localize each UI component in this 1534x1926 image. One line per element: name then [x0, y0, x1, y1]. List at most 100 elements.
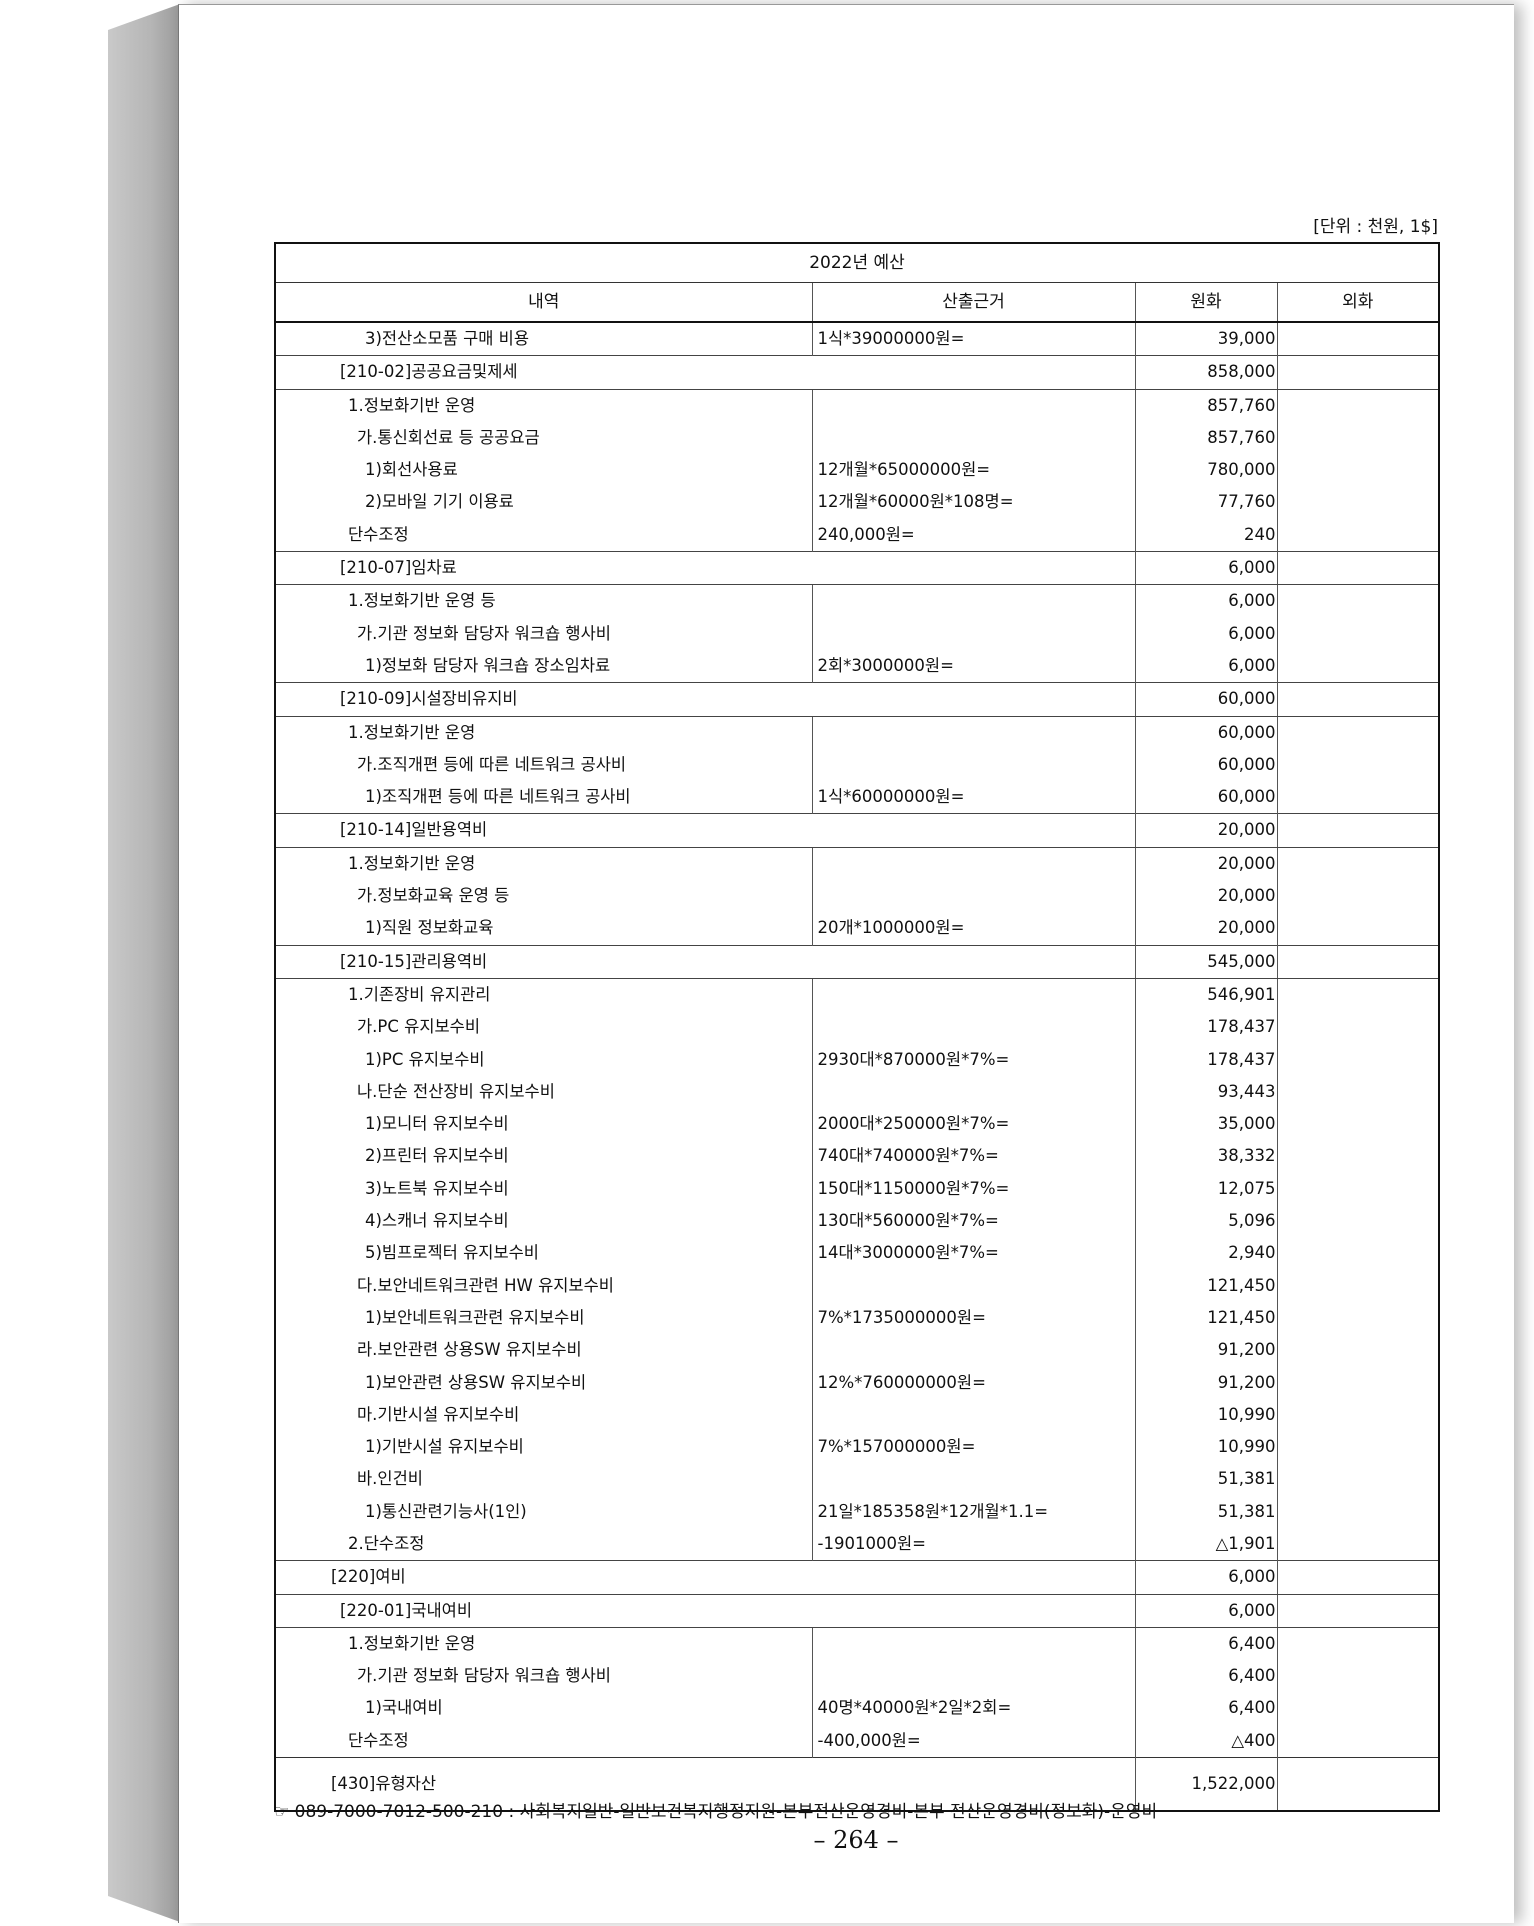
- row-krw: 51,381: [1135, 1463, 1278, 1496]
- row-description: 4)스캐너 유지보수비: [275, 1205, 813, 1238]
- row-calculation: [812, 847, 1136, 881]
- row-foreign: [1277, 1270, 1439, 1302]
- row-calculation: 40명*40000원*2일*2회=: [812, 1692, 1136, 1725]
- table-row: 2)프린터 유지보수비 740대*740000원*7%= 38,332: [275, 1140, 1439, 1173]
- table-row: 1)보안네트워크관련 유지보수비 7%*1735000000원= 121,450: [275, 1301, 1439, 1335]
- row-krw: △1,901: [1135, 1527, 1278, 1561]
- row-description: 단수조정: [275, 518, 813, 552]
- table-row: 단수조정 -400,000원= △400: [275, 1724, 1439, 1758]
- row-foreign: [1277, 322, 1439, 356]
- row-krw: 10,990: [1135, 1431, 1278, 1464]
- row-description: [220-01]국내여비: [275, 1593, 1136, 1628]
- table-row: 2.단수조정 -1901000원= △1,901: [275, 1527, 1439, 1561]
- row-description: 1.정보화기반 운영: [275, 716, 813, 749]
- table-row: 2)모바일 기기 이용료 12개월*60000원*108명= 77,760: [275, 486, 1439, 519]
- row-foreign: [1277, 1725, 1439, 1758]
- row-krw: 60,000: [1135, 682, 1278, 717]
- row-description: 가.조직개편 등에 따른 네트워크 공사비: [275, 748, 813, 782]
- row-foreign: [1277, 880, 1439, 912]
- row-description: [430]유형자산: [275, 1757, 1136, 1812]
- table-row: 1)정보화 담당자 워크숍 장소임차료 2회*3000000원= 6,000: [275, 649, 1439, 683]
- row-description: 단수조정: [275, 1724, 813, 1758]
- row-description: 2)프린터 유지보수비: [275, 1140, 813, 1173]
- row-krw: 6,400: [1135, 1692, 1278, 1725]
- row-foreign: [1277, 1692, 1439, 1724]
- row-foreign: [1277, 650, 1439, 683]
- row-description: [210-15]관리용역비: [275, 944, 1136, 979]
- row-krw: 6,000: [1135, 1593, 1278, 1628]
- row-krw: 38,332: [1135, 1140, 1278, 1173]
- row-calculation: [812, 748, 1136, 782]
- row-calculation: [812, 617, 1136, 650]
- row-foreign: [1277, 1076, 1439, 1108]
- row-foreign: [1277, 781, 1439, 814]
- row-foreign: [1277, 1367, 1439, 1399]
- row-calculation: [812, 1011, 1136, 1044]
- row-krw: 10,990: [1135, 1398, 1278, 1432]
- header-description: 내역: [275, 282, 813, 323]
- row-calculation: 12개월*60000원*108명=: [812, 486, 1136, 519]
- row-krw: 6,400: [1135, 1627, 1278, 1661]
- row-krw: 60,000: [1135, 716, 1278, 749]
- row-krw: 6,000: [1135, 584, 1278, 618]
- table-row: 마.기반시설 유지보수비 10,990: [275, 1398, 1439, 1432]
- table-row: 1.정보화기반 운영 20,000: [275, 847, 1439, 881]
- table-row: 가.조직개편 등에 따른 네트워크 공사비 60,000: [275, 748, 1439, 782]
- row-krw: 121,450: [1135, 1301, 1278, 1335]
- row-foreign: [1277, 551, 1440, 586]
- table-row: [210-14]일반용역비 20,000: [275, 813, 1440, 848]
- row-description: 3)전산소모품 구매 비용: [275, 322, 813, 356]
- row-krw: 51,381: [1135, 1495, 1278, 1528]
- row-krw: 178,437: [1135, 1011, 1278, 1044]
- table-row: 가.기관 정보화 담당자 워크숍 행사비 6,400: [275, 1660, 1439, 1693]
- table-row: 1)기반시설 유지보수비 7%*157000000원= 10,990: [275, 1431, 1439, 1464]
- row-description: 나.단순 전산장비 유지보수비: [275, 1075, 813, 1109]
- row-foreign: [1277, 1237, 1439, 1269]
- row-foreign: [1277, 355, 1440, 390]
- row-foreign: [1277, 1528, 1439, 1561]
- row-foreign: [1277, 1205, 1439, 1237]
- row-calculation: 7%*1735000000원=: [812, 1301, 1136, 1335]
- table-row: 1)보안관련 상용SW 유지보수비 12%*760000000원= 91,200: [275, 1366, 1439, 1399]
- row-description: 가.PC 유지보수비: [275, 1011, 813, 1044]
- row-calculation: 1식*60000000원=: [812, 781, 1136, 814]
- table-row: 1.정보화기반 운영 6,400: [275, 1627, 1439, 1661]
- row-krw: 5,096: [1135, 1205, 1278, 1238]
- row-krw: 20,000: [1135, 847, 1278, 881]
- row-description: [220]여비: [275, 1560, 1136, 1595]
- row-foreign: [1277, 912, 1439, 945]
- row-calculation: [812, 1269, 1136, 1302]
- row-krw: 2,940: [1135, 1237, 1278, 1270]
- row-foreign: [1277, 422, 1439, 454]
- row-krw: 39,000: [1135, 322, 1278, 356]
- table-row: 1.정보화기반 운영 등 6,000: [275, 584, 1439, 618]
- row-foreign: [1277, 1593, 1440, 1628]
- table-row: 1.정보화기반 운영 60,000: [275, 716, 1439, 749]
- row-description: 5)빔프로젝터 유지보수비: [275, 1237, 813, 1270]
- table-row: 가.통신회선료 등 공공요금 857,760: [275, 421, 1439, 455]
- table-row: [210-15]관리용역비 545,000: [275, 944, 1440, 979]
- row-description: 가.정보화교육 운영 등: [275, 880, 813, 913]
- row-foreign: [1277, 1140, 1439, 1172]
- unit-label: [단위 : 천원, 1$]: [1313, 217, 1438, 237]
- row-krw: 6,400: [1135, 1660, 1278, 1693]
- table-row: 1)PC 유지보수비 2930대*870000원*7%= 178,437: [275, 1043, 1439, 1076]
- table-row: [220]여비 6,000: [275, 1560, 1440, 1595]
- row-krw: 91,200: [1135, 1366, 1278, 1399]
- row-krw: 20,000: [1135, 880, 1278, 913]
- row-calculation: [812, 1398, 1136, 1432]
- row-calculation: [812, 421, 1136, 455]
- row-calculation: -1901000원=: [812, 1527, 1136, 1561]
- row-description: [210-07]임차료: [275, 551, 1136, 586]
- row-calculation: 2000대*250000원*7%=: [812, 1108, 1136, 1141]
- row-description: 1)통신관련기능사(1인): [275, 1495, 813, 1528]
- row-calculation: 150대*1150000원*7%=: [812, 1172, 1136, 1206]
- row-description: 1)기반시설 유지보수비: [275, 1431, 813, 1464]
- row-krw: 60,000: [1135, 748, 1278, 782]
- row-calculation: 12%*760000000원=: [812, 1366, 1136, 1399]
- row-calculation: 7%*157000000원=: [812, 1431, 1136, 1464]
- row-calculation: 21일*185358원*12개월*1.1=: [812, 1495, 1136, 1528]
- row-foreign: [1277, 1660, 1439, 1692]
- row-foreign: [1277, 1302, 1439, 1334]
- row-krw: 857,760: [1135, 421, 1278, 455]
